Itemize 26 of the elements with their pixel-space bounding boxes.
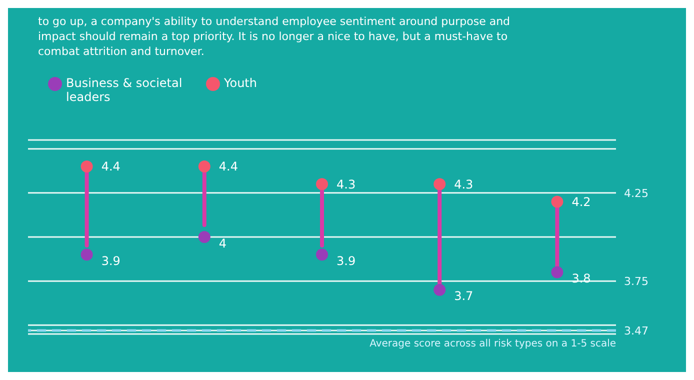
point	[316, 178, 328, 190]
point	[434, 284, 446, 296]
data-label: 3.7	[454, 289, 474, 304]
data-label: 4	[218, 236, 227, 250]
data-label: 4.3	[336, 177, 356, 192]
point	[551, 266, 564, 278]
data-label: 4.3	[454, 177, 474, 192]
text: to go up, a company's ability to understand employee sentiment around purpose and impact should remain a top priority. It is no longer a nice to have, but a must-have to combat attrition and turnover.	[38, 14, 512, 59]
legend-label: Business & societal leaders	[66, 76, 184, 104]
point	[434, 178, 446, 190]
ref-line-label: Average score across all risk types on a 1-5 scale	[370, 338, 616, 350]
point	[80, 160, 93, 172]
point	[80, 248, 93, 261]
legend-label: Youth	[224, 76, 257, 90]
data-label: 4.4	[218, 160, 238, 174]
point	[198, 160, 210, 172]
data-label: 4.2	[572, 194, 591, 209]
point	[198, 231, 210, 243]
data-label: 4.4	[101, 160, 120, 174]
point	[316, 248, 328, 261]
y-tick-label: 4.25	[624, 186, 648, 200]
data-label: 3.9	[336, 254, 356, 268]
y-tick-label: 3.47	[624, 324, 648, 338]
data-label: 3.9	[101, 254, 120, 268]
point	[551, 196, 564, 208]
y-tick-label: 3.75	[624, 274, 648, 288]
